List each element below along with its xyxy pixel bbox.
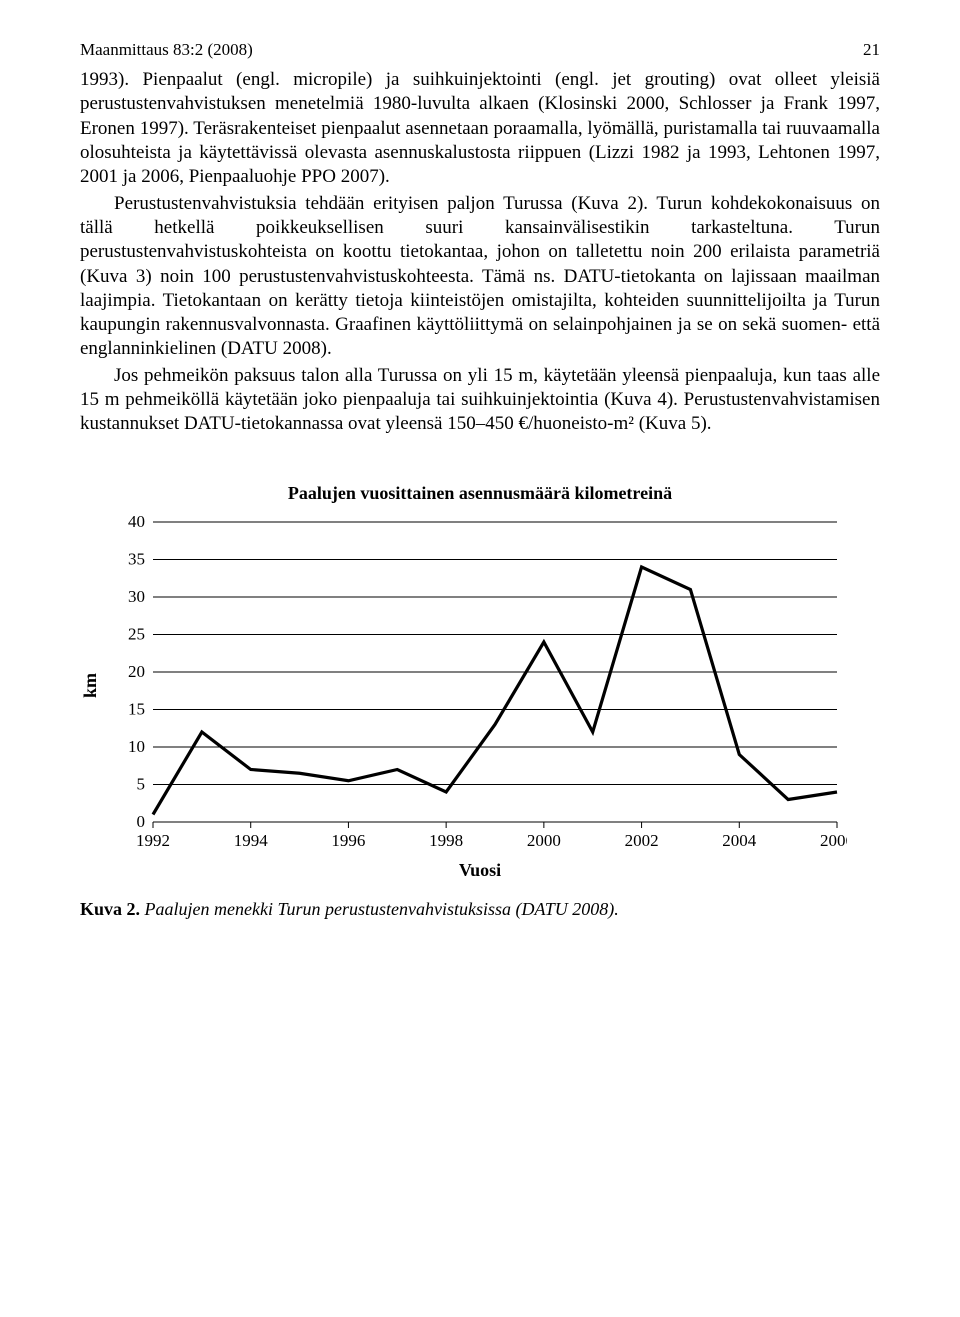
running-header: Maanmittaus 83:2 (2008) 21: [80, 40, 880, 60]
svg-text:1992: 1992: [136, 831, 170, 850]
chart-ylabel: km: [80, 673, 101, 698]
svg-text:1996: 1996: [331, 831, 365, 850]
body-text: 1993). Pienpaalut (engl. micropile) ja s…: [80, 68, 880, 437]
svg-text:30: 30: [128, 587, 145, 606]
page-number: 21: [863, 40, 880, 60]
page: Maanmittaus 83:2 (2008) 21 1993). Pienpa…: [0, 0, 960, 960]
paragraph-3: Jos pehmeikön paksuus talon alla Turussa…: [80, 364, 880, 437]
chart-xlabel: Vuosi: [80, 860, 880, 881]
svg-text:1994: 1994: [234, 831, 269, 850]
svg-text:2004: 2004: [722, 831, 757, 850]
paragraph-2: Perustustenvahvistuksia tehdään erityise…: [80, 192, 880, 362]
svg-text:0: 0: [137, 812, 146, 831]
svg-text:15: 15: [128, 699, 145, 718]
svg-text:2002: 2002: [625, 831, 659, 850]
svg-text:25: 25: [128, 624, 145, 643]
svg-text:40: 40: [128, 516, 145, 531]
caption-text: Paalujen menekki Turun perustustenvahvis…: [145, 899, 619, 919]
chart-title: Paalujen vuosittainen asennusmäärä kilom…: [80, 483, 880, 504]
svg-text:2000: 2000: [527, 831, 561, 850]
svg-text:2006: 2006: [820, 831, 847, 850]
caption-label: Kuva 2.: [80, 899, 140, 919]
svg-text:20: 20: [128, 662, 145, 681]
svg-text:1998: 1998: [429, 831, 463, 850]
chart-svg: 0 5 10 15 20 25 30 35 40 1992 1994 1996 1998 2000 2002…: [107, 516, 847, 856]
paragraph-1: 1993). Pienpaalut (engl. micropile) ja s…: [80, 68, 880, 190]
svg-text:35: 35: [128, 549, 145, 568]
chart-plot-area: 0 5 10 15 20 25 30 35 40 1992 1994 1996 1998 2000 2002…: [107, 516, 880, 856]
svg-text:5: 5: [137, 774, 146, 793]
chart-block: Paalujen vuosittainen asennusmäärä kilom…: [80, 483, 880, 920]
figure-caption: Kuva 2. Paalujen menekki Turun perustust…: [80, 899, 880, 920]
svg-text:10: 10: [128, 737, 145, 756]
journal-ref: Maanmittaus 83:2 (2008): [80, 40, 253, 60]
chart-wrap: km 0 5 10 15 20 25 30 35 40 1992 1994 1996 1998 2000 2…: [80, 516, 880, 856]
